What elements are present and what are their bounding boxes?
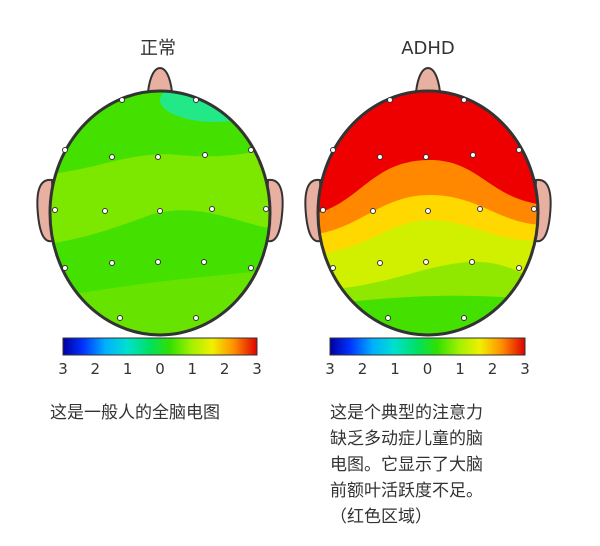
panel-title: ADHD (401, 38, 455, 59)
caption-line: 电图。它显示了大脑 (330, 455, 483, 475)
colorbar-tick-label: 0 (423, 360, 433, 378)
colorbar-tick-label: 2 (91, 360, 101, 378)
colorbar-tick-label: 1 (123, 360, 133, 378)
caption-line: （红色区域） (330, 507, 432, 527)
caption-line: 缺乏多动症儿童的脑 (330, 429, 483, 449)
caption-line: 这是一般人的全脑电图 (50, 403, 220, 423)
colorbar-tick-label: 1 (455, 360, 465, 378)
colorbar-tick-label: 3 (520, 360, 530, 378)
head-adhd (304, 66, 552, 337)
colorbar (329, 337, 526, 356)
colorbar-tick-label: 3 (58, 360, 68, 378)
colorbar-tick-label: 2 (220, 360, 230, 378)
colorbar-tick-label: 3 (252, 360, 262, 378)
caption-line: 前额叶活跃度不足。 (330, 481, 483, 501)
colorbar-tick-label: 2 (358, 360, 368, 378)
colorbar-tick-label: 2 (488, 360, 498, 378)
colorbar-tick-label: 3 (325, 360, 335, 378)
panel-title: 正常 (140, 38, 176, 59)
colorbar-tick-label: 1 (188, 360, 198, 378)
head-normal (36, 66, 284, 337)
colorbar-tick-label: 0 (155, 360, 165, 378)
caption-line: 这是个典型的注意力 (330, 403, 483, 423)
colorbar (62, 337, 258, 356)
colorbar-tick-label: 1 (390, 360, 400, 378)
